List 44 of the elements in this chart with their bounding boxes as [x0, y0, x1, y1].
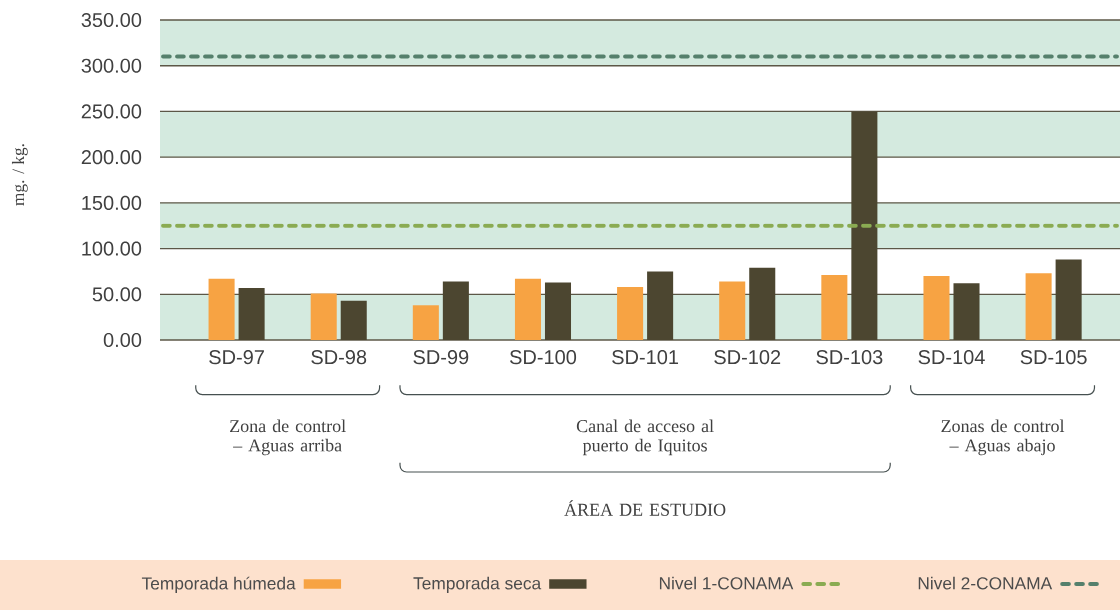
y-tick-label: 250.00 — [81, 104, 142, 119]
y-tick-label: 350.00 — [81, 12, 142, 28]
legend-label: Nivel 1-CONAMA — [659, 576, 794, 590]
text: Zonas de control – Aguas abajo — [941, 419, 1065, 456]
x-tick-label: SD-97 — [209, 350, 264, 365]
bar — [1025, 273, 1052, 341]
bar — [208, 278, 235, 341]
bar — [719, 281, 746, 341]
x-tick-label: SD-99 — [413, 350, 469, 365]
x-tick-label: SD-102 — [714, 350, 781, 365]
bar — [514, 278, 541, 341]
bar — [749, 267, 776, 341]
y-tick-label: 50.00 — [92, 287, 142, 302]
x-tick-label: SD-100 — [509, 350, 577, 365]
legend-label: Nivel 2-CONAMA — [918, 576, 1053, 590]
bar — [953, 283, 980, 341]
legend-label: Temporada húmeda — [141, 576, 296, 593]
bar — [310, 293, 337, 341]
y-tick-label: 100.00 — [82, 241, 142, 256]
bar — [442, 281, 469, 341]
y-tick-label: 0.00 — [103, 332, 142, 348]
bar — [923, 276, 950, 341]
bar — [617, 286, 644, 341]
text: ÁREA DE ESTUDIO — [564, 500, 726, 516]
x-tick-label: SD-103 — [816, 350, 883, 365]
text: Zona de control – Aguas arriba — [230, 419, 346, 456]
text: Canal de acceso al puerto de Iquitos — [576, 419, 714, 456]
bar — [412, 305, 439, 341]
bar — [544, 282, 572, 341]
x-tick-label: SD-101 — [612, 350, 679, 365]
x-tick-label: SD-105 — [1020, 350, 1087, 365]
y-axis-title: mg. / kg. — [11, 144, 28, 206]
bar — [647, 271, 674, 341]
bar — [340, 300, 367, 341]
y-tick-label: 200.00 — [81, 150, 142, 165]
bar — [821, 275, 848, 341]
legend-label: Temporada seca — [413, 576, 542, 593]
x-tick-label: SD-104 — [918, 350, 985, 365]
bar — [1055, 259, 1082, 341]
bar — [238, 287, 265, 341]
y-tick-label: 300.00 — [81, 58, 142, 73]
x-tick-label: SD-98 — [311, 350, 367, 365]
bar — [851, 111, 878, 341]
y-tick-label: 150.00 — [82, 195, 142, 210]
